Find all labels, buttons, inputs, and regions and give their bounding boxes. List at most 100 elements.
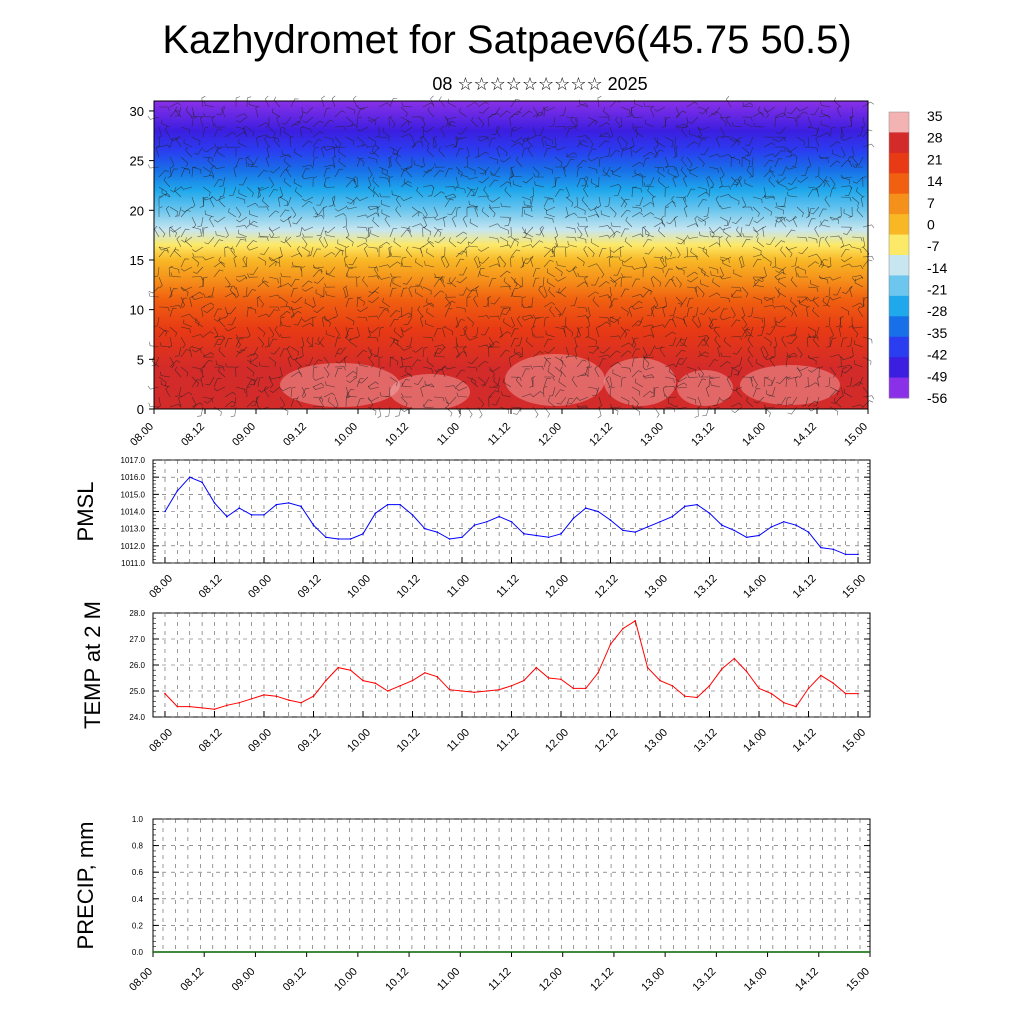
wind-barb <box>719 226 732 231</box>
temp2m-data-point <box>498 688 500 691</box>
wind-barb <box>448 277 457 288</box>
wind-barb <box>352 366 358 378</box>
wind-barb <box>697 126 710 131</box>
wind-barb <box>384 406 391 418</box>
wind-barb <box>246 353 259 358</box>
wind-barb <box>708 316 714 329</box>
pmsl-data-point <box>473 524 476 527</box>
wind-barb <box>378 102 391 108</box>
wind-barb <box>667 168 677 178</box>
wind-barb <box>488 390 500 398</box>
wind-barb <box>422 399 433 408</box>
wind-barb <box>719 205 732 210</box>
wind-barb <box>521 258 530 268</box>
wind-barb <box>576 405 589 410</box>
wind-barb <box>445 293 457 298</box>
x-tick-label: 11.12 <box>486 966 513 993</box>
wind-barb <box>301 164 314 169</box>
wind-barb <box>301 246 310 256</box>
wind-barb <box>158 206 163 217</box>
wind-barb <box>291 296 303 304</box>
wind-barb <box>683 246 689 258</box>
wind-barb <box>249 266 259 275</box>
wind-barb <box>642 324 655 329</box>
x-tick-label: 15.00 <box>840 727 868 755</box>
wind-barb <box>785 186 798 191</box>
wind-barb <box>367 396 374 408</box>
wind-barb <box>609 226 616 238</box>
wind-barb <box>477 116 485 128</box>
wind-barb <box>785 376 791 388</box>
wind-barb <box>180 186 193 190</box>
wind-barb <box>840 146 846 159</box>
wind-barb <box>762 186 767 199</box>
wind-barb <box>269 233 281 238</box>
wind-barb <box>323 146 336 151</box>
wind-barb <box>312 215 325 220</box>
wind-barb <box>543 198 552 208</box>
wind-barb <box>367 315 380 320</box>
wind-barb <box>511 136 523 143</box>
wind-barb <box>749 166 754 178</box>
pmsl-data-point <box>287 502 290 504</box>
wind-barb <box>393 338 402 348</box>
wind-barb <box>581 196 589 208</box>
wind-barb <box>752 376 758 389</box>
wind-barb <box>511 172 523 178</box>
wind-barb <box>401 326 413 333</box>
wind-barb <box>334 110 346 118</box>
pmsl-ylabel: PMSL <box>73 482 98 542</box>
wind-barb <box>200 375 205 388</box>
wind-barb <box>169 307 177 318</box>
wind-barb <box>334 136 342 148</box>
wind-barb <box>565 186 570 199</box>
colorbar-label: -28 <box>927 303 947 319</box>
wind-barb <box>246 156 254 168</box>
wind-barb <box>785 229 796 238</box>
wind-barb <box>609 230 621 238</box>
wind-barb <box>202 359 213 368</box>
wind-barb <box>290 121 302 128</box>
x-tick-label: 09.00 <box>230 966 258 994</box>
wind-barb <box>293 116 303 126</box>
wind-barb <box>503 277 512 288</box>
wind-barb <box>825 376 831 388</box>
wind-barb <box>532 106 539 118</box>
wind-barb <box>701 336 710 346</box>
wind-barb <box>631 294 644 298</box>
wind-barb <box>356 236 368 243</box>
wind-barb <box>170 226 182 233</box>
wind-barb <box>708 324 721 329</box>
wind-barb <box>290 346 299 356</box>
wind-barb <box>610 403 622 408</box>
wind-barb <box>510 249 521 258</box>
wind-barb <box>302 116 314 124</box>
wind-barb <box>345 386 350 399</box>
wind-barb <box>730 196 740 205</box>
wind-barb <box>861 236 866 249</box>
wind-barb <box>699 306 710 315</box>
wind-barb <box>818 256 825 268</box>
wind-barb <box>423 126 435 133</box>
wind-barb <box>300 125 305 138</box>
wind-barb <box>702 406 710 417</box>
wind-barb <box>675 358 684 368</box>
wind-barb <box>477 267 485 278</box>
warm-core <box>280 363 400 407</box>
wind-barb <box>271 108 281 118</box>
wind-barb <box>301 175 314 180</box>
wind-barb <box>851 156 859 168</box>
wind-barb <box>531 375 536 388</box>
wind-barb <box>323 316 332 327</box>
wind-barb <box>774 136 787 143</box>
temp2m-data-point <box>807 687 810 690</box>
wind-barb <box>266 145 271 158</box>
wind-barb <box>400 366 412 371</box>
wind-barb <box>554 276 567 282</box>
temp2m-data-point <box>238 701 241 704</box>
wind-barb <box>400 312 413 318</box>
wind-barb <box>675 265 688 270</box>
wind-barb <box>433 279 443 288</box>
wind-barb <box>774 271 786 278</box>
wind-barb <box>169 109 180 118</box>
